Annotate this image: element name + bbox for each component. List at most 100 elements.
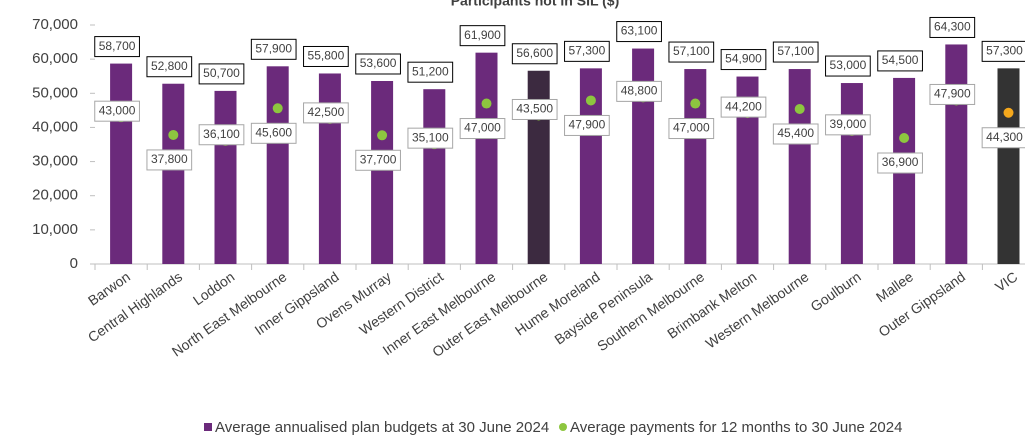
data-label-box — [511, 98, 558, 120]
data-label-box — [198, 124, 245, 146]
data-label: 54,500 — [882, 53, 919, 67]
data-label: 53,600 — [360, 56, 397, 70]
data-label: 51,200 — [412, 64, 449, 78]
data-label-box — [94, 36, 140, 58]
dot — [481, 98, 492, 109]
data-label: 45,400 — [777, 126, 814, 140]
data-label: 37,700 — [360, 152, 397, 166]
legend-swatch — [559, 423, 567, 431]
data-label: 55,800 — [308, 49, 345, 63]
data-label-box — [825, 55, 871, 77]
legend-label: Average annualised plan budgets at 30 Ju… — [215, 419, 549, 436]
bar — [371, 80, 394, 264]
y-tick-label: 50,000 — [32, 84, 78, 101]
data-label: 58,700 — [99, 39, 136, 53]
data-label: 50,700 — [203, 66, 240, 80]
data-label: 47,000 — [673, 121, 710, 135]
data-label: 48,800 — [621, 84, 658, 98]
y-tick-label: 40,000 — [32, 118, 78, 135]
data-label-box — [250, 38, 297, 60]
bar — [736, 76, 759, 264]
data-label: 47,900 — [934, 87, 971, 101]
bar — [110, 63, 133, 265]
data-label: 57,300 — [986, 44, 1023, 58]
data-label: 45,600 — [255, 125, 292, 139]
bar — [214, 90, 237, 264]
data-label: 63,100 — [621, 24, 658, 38]
bar — [423, 89, 446, 264]
data-label-box — [668, 41, 715, 63]
data-label-box — [459, 118, 506, 140]
data-label: 54,900 — [725, 52, 762, 66]
data-label-box — [303, 102, 349, 124]
data-label-box — [146, 149, 193, 171]
x-tick-label: Mallee — [873, 268, 916, 305]
data-label-box — [720, 96, 767, 118]
bar — [997, 68, 1020, 265]
data-label: 47,000 — [464, 121, 501, 135]
y-tick-label: 70,000 — [32, 16, 78, 33]
bar — [475, 52, 498, 264]
legend-label: Average payments for 12 months to 30 Jun… — [570, 419, 902, 436]
bar — [788, 69, 811, 265]
data-label-box — [250, 122, 297, 144]
data-label: 64,300 — [934, 20, 971, 34]
x-tick-label: Outer Gippsland — [875, 268, 968, 340]
dot — [168, 129, 179, 140]
data-label-box — [407, 127, 454, 149]
bar — [632, 48, 655, 265]
data-label: 56,600 — [516, 46, 553, 60]
dot — [1003, 107, 1014, 118]
bar — [162, 83, 185, 265]
data-label: 37,800 — [151, 152, 188, 166]
data-label-box — [459, 25, 506, 47]
data-label: 36,900 — [882, 155, 919, 169]
dot — [585, 95, 596, 106]
data-label-box — [981, 40, 1025, 62]
data-label-box — [564, 114, 610, 136]
x-tick-label: Goulburn — [807, 268, 863, 314]
data-label-box — [616, 80, 662, 102]
data-label: 53,000 — [830, 58, 867, 72]
data-label-box — [772, 41, 819, 63]
data-label: 36,100 — [203, 127, 240, 141]
x-tick-label: VIC — [992, 268, 1020, 294]
dot — [794, 103, 805, 114]
dot — [272, 103, 283, 114]
data-label-box — [668, 118, 715, 140]
chart-title: Participants not in SIL ($) — [451, 0, 620, 9]
data-label: 52,800 — [151, 59, 188, 73]
y-tick-label: 0 — [70, 255, 78, 272]
data-label-box — [198, 63, 245, 85]
bar — [318, 73, 341, 265]
data-label-box — [825, 114, 871, 136]
y-tick-label: 60,000 — [32, 50, 78, 67]
data-label: 57,100 — [777, 44, 814, 58]
dot — [377, 130, 388, 141]
data-label: 39,000 — [830, 117, 867, 131]
data-label-box — [407, 61, 454, 83]
data-label-box — [355, 53, 401, 75]
dot — [690, 98, 701, 109]
data-label-box — [146, 56, 193, 78]
data-label: 42,500 — [308, 105, 345, 119]
data-label: 57,900 — [255, 41, 292, 55]
data-label-box — [303, 45, 349, 67]
data-label-box — [929, 16, 976, 38]
data-label-box — [981, 127, 1025, 149]
data-label: 61,900 — [464, 28, 501, 42]
data-label-box — [877, 152, 923, 174]
bar — [684, 69, 707, 265]
bar — [945, 44, 968, 265]
y-tick-label: 10,000 — [32, 221, 78, 238]
legend-swatch — [204, 423, 212, 431]
data-label-box — [720, 49, 767, 71]
data-label: 43,000 — [99, 103, 136, 117]
y-tick-label: 30,000 — [32, 153, 78, 170]
data-label: 35,100 — [412, 130, 449, 144]
data-label-box — [355, 149, 401, 171]
data-label: 43,500 — [516, 102, 553, 116]
data-label: 44,300 — [986, 130, 1023, 144]
data-label: 57,300 — [569, 44, 606, 58]
